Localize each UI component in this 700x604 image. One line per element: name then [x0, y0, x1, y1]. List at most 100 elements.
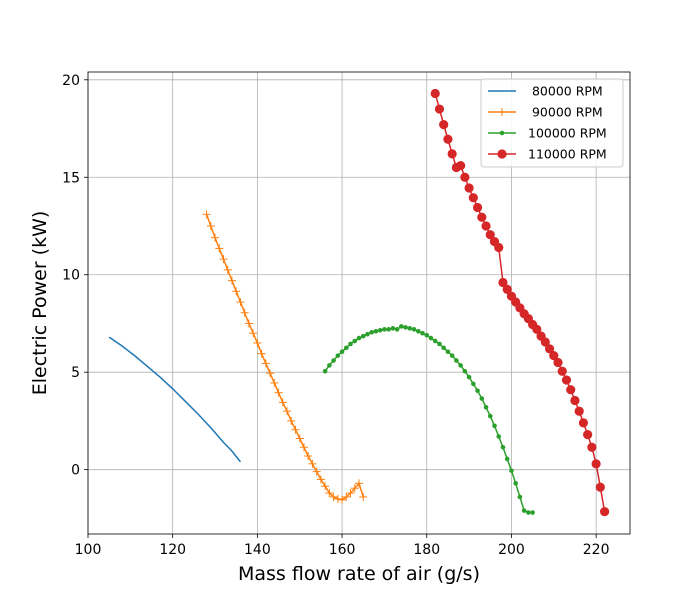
data-point [449, 353, 455, 358]
data-point [557, 366, 567, 376]
data-point [403, 325, 408, 330]
legend-label: 80000 RPM [528, 84, 603, 99]
data-point [399, 324, 404, 329]
data-point [386, 327, 391, 332]
data-point [316, 475, 325, 484]
data-point [219, 255, 228, 264]
data-point [468, 193, 478, 203]
x-axis-label: Mass flow rate of air (g/s) [238, 563, 480, 585]
data-point [496, 434, 502, 439]
data-point [304, 452, 313, 461]
data-point [532, 324, 542, 334]
data-point [578, 418, 589, 428]
data-point [331, 358, 336, 363]
data-point [352, 338, 358, 344]
legend-box [480, 78, 624, 168]
data-point [373, 328, 379, 334]
data-point [513, 481, 518, 486]
data-point [227, 276, 236, 285]
y-tick-label: 10 [62, 268, 80, 284]
y-tick-label: 5 [71, 365, 80, 381]
data-point [485, 230, 495, 240]
data-point [481, 221, 491, 231]
data-point [434, 104, 445, 114]
data-point [270, 378, 279, 387]
data-point [335, 353, 341, 358]
y-axis-label: Electric Power (kW) [29, 211, 51, 396]
data-point [322, 368, 328, 374]
legend: 80000 RPM 90000 RPM 100000 RPM 110000 RPM [480, 78, 624, 168]
data-point [526, 510, 531, 515]
data-point [428, 335, 434, 341]
data-point [308, 459, 317, 468]
y-tick-label: 20 [62, 73, 80, 89]
data-point [390, 326, 396, 331]
x-tick-label: 100 [75, 542, 102, 558]
data-point [466, 374, 472, 380]
data-point [338, 495, 347, 504]
data-point [447, 149, 457, 159]
data-point [274, 388, 283, 397]
x-tick-label: 120 [159, 542, 186, 558]
data-point [445, 349, 451, 355]
data-point [498, 277, 508, 288]
data-point [441, 345, 446, 351]
data-point [348, 341, 353, 347]
data-point [355, 479, 363, 488]
data-point [477, 212, 487, 222]
data-point [253, 338, 262, 347]
data-point [211, 233, 220, 242]
data-point [382, 327, 387, 332]
data-point [443, 134, 453, 144]
data-point [223, 265, 232, 274]
data-point [437, 341, 442, 347]
data-point [458, 363, 463, 368]
data-point [321, 482, 330, 491]
legend-label: 110000 RPM [528, 147, 607, 162]
plot-frame [87, 71, 631, 535]
data-point [471, 381, 476, 387]
data-point [261, 359, 270, 368]
data-point [377, 327, 383, 333]
data-point [430, 88, 440, 99]
data-point [424, 332, 430, 338]
legend-marker [497, 149, 507, 159]
data-point [464, 183, 474, 193]
data-point [266, 369, 275, 378]
legend-entry: 100000 RPM [488, 126, 607, 141]
data-point [566, 385, 576, 395]
data-point [356, 335, 362, 341]
data-point [472, 202, 483, 213]
series-1 [202, 210, 368, 504]
data-point [365, 331, 370, 337]
data-point [206, 222, 215, 230]
data-point [333, 494, 342, 503]
x-tick-label: 180 [413, 542, 440, 558]
data-point [329, 492, 338, 501]
data-point [257, 349, 266, 358]
x-tick-label: 200 [498, 542, 525, 558]
data-point [502, 284, 512, 294]
data-point [236, 298, 245, 307]
data-point [530, 510, 535, 515]
data-point [283, 407, 292, 416]
data-point [325, 489, 334, 498]
series-2 [322, 324, 535, 515]
data-point [517, 494, 523, 500]
data-point [360, 333, 366, 339]
data-point [460, 172, 470, 182]
legend-label: 100000 RPM [528, 126, 607, 141]
data-point [342, 492, 351, 501]
data-point [339, 349, 345, 355]
data-point [509, 468, 514, 473]
data-point [312, 467, 321, 476]
series-0 [108, 336, 242, 463]
data-point [570, 395, 580, 406]
data-point [574, 406, 584, 416]
data-point [553, 357, 563, 368]
data-point [500, 444, 506, 450]
data-point [420, 330, 425, 336]
data-point [487, 413, 493, 419]
x-tick-label: 220 [583, 542, 610, 558]
